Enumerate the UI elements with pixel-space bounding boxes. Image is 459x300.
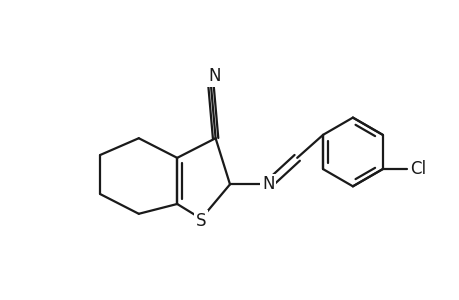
Text: N: N: [262, 176, 274, 194]
Text: Cl: Cl: [409, 160, 425, 178]
Text: N: N: [208, 67, 220, 85]
Text: S: S: [196, 212, 206, 230]
